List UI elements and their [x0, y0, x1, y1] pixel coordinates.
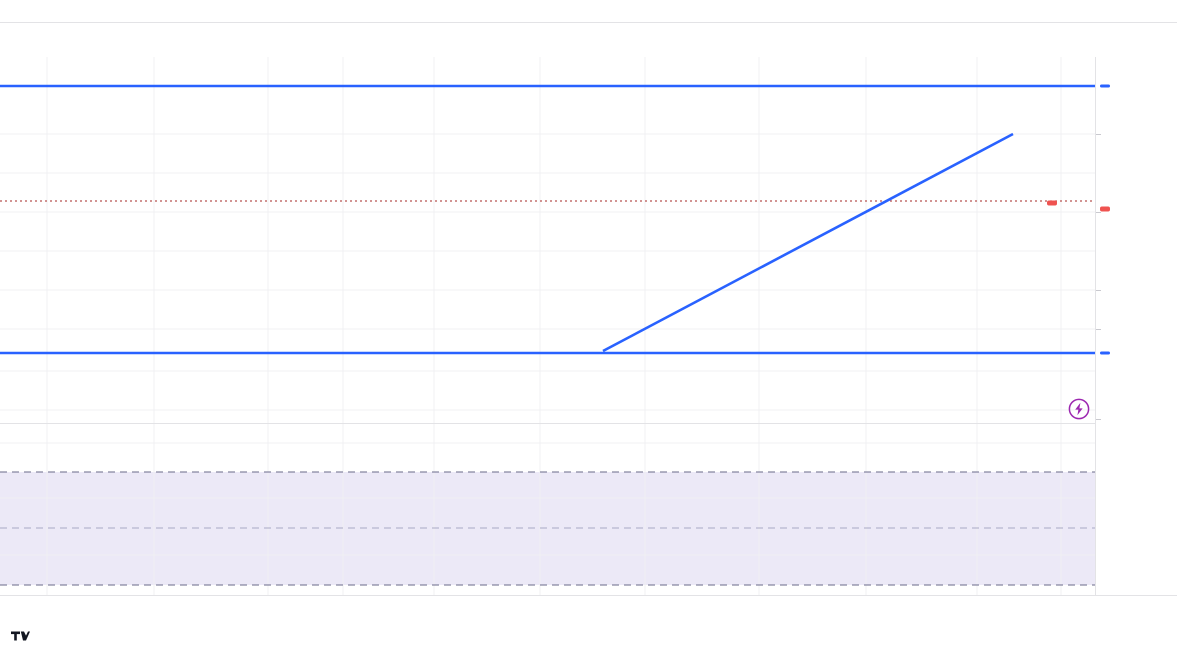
- rising-trendline[interactable]: [602, 132, 1014, 353]
- axis-tick: [1096, 329, 1101, 330]
- price-legend[interactable]: [18, 31, 59, 45]
- rsi-legend[interactable]: [18, 428, 79, 443]
- axis-tick: [1096, 134, 1101, 135]
- rsi-grid-horizontal: [0, 442, 1095, 556]
- chart-area[interactable]: [0, 22, 1177, 623]
- symbol-price-tag[interactable]: [1047, 200, 1057, 206]
- support-level-badge[interactable]: [1100, 351, 1110, 355]
- resistance-level-badge[interactable]: [1100, 84, 1110, 88]
- lightning-bolt-icon[interactable]: [1068, 398, 1090, 420]
- price-chart-svg: [0, 57, 1095, 423]
- price-scale[interactable]: [1095, 57, 1177, 618]
- rsi-chart-svg: [0, 424, 1095, 619]
- last-price-badge[interactable]: [1100, 206, 1110, 212]
- axis-tick: [1096, 419, 1101, 420]
- tradingview-logo-icon: [11, 630, 30, 642]
- publisher-bar: [0, 0, 1177, 22]
- axis-tick: [1096, 212, 1101, 213]
- rsi-grid-vertical: [46, 424, 1062, 619]
- rsi-plot[interactable]: [0, 423, 1095, 619]
- footer: [0, 622, 1177, 650]
- time-scale[interactable]: [0, 595, 1177, 623]
- axis-tick: [1096, 290, 1101, 291]
- price-grid-horizontal: [0, 133, 1095, 411]
- price-plot[interactable]: [0, 57, 1095, 423]
- price-grid-vertical: [46, 57, 1062, 423]
